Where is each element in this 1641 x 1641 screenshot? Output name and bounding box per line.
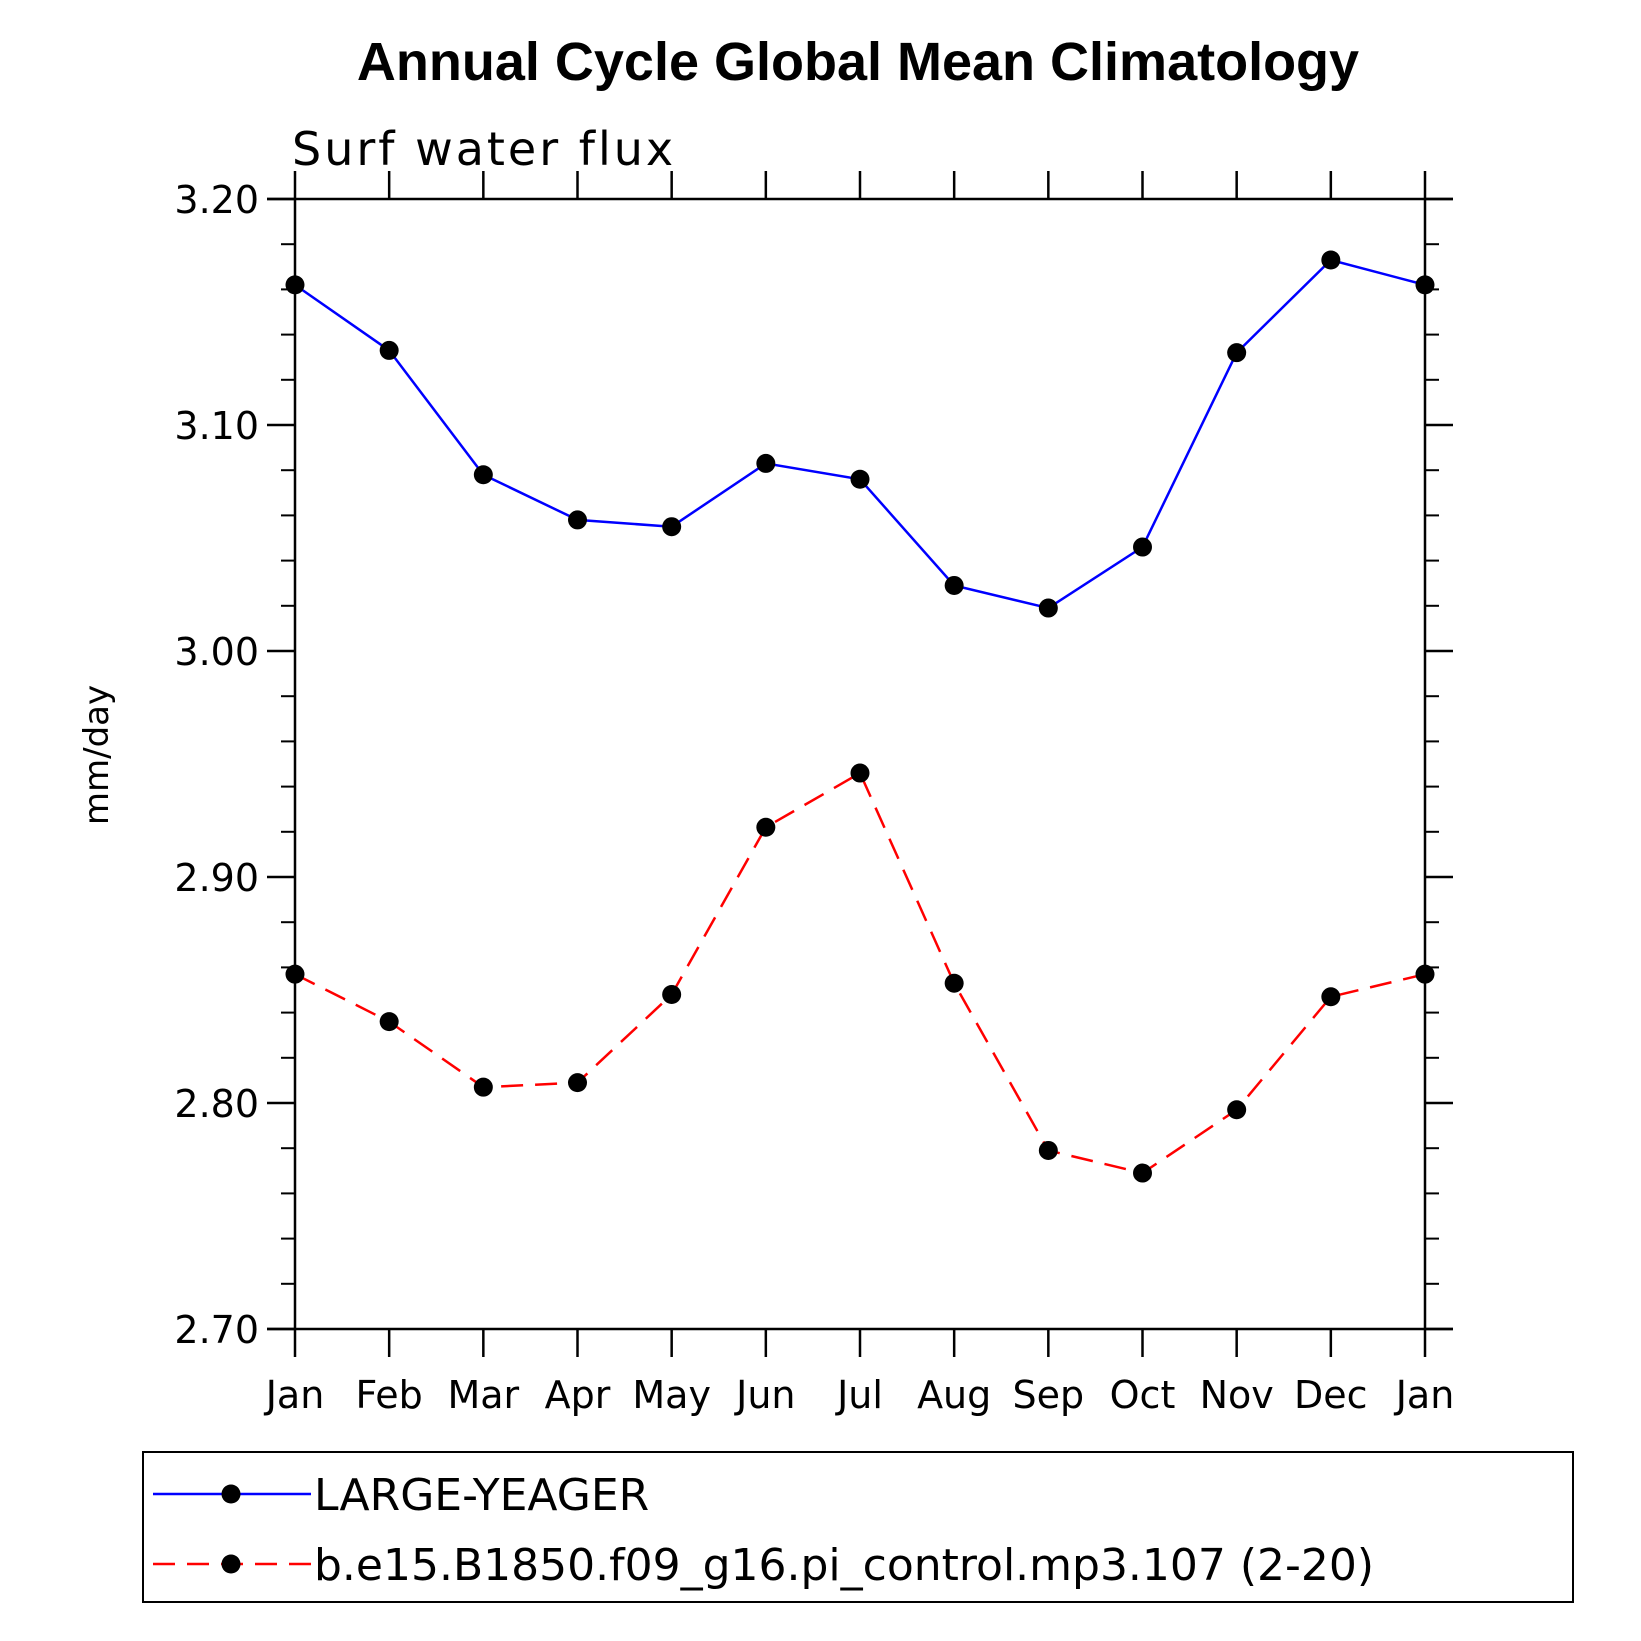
y-axis-label: mm/day xyxy=(77,685,117,825)
plot-area: Jan Feb Mar Apr May Jun Jul Aug Sep Oct Nov Dec Jan2… xyxy=(174,171,1454,1417)
data-point-series-1 xyxy=(1321,250,1341,270)
x-tick-label: Feb xyxy=(356,1373,423,1417)
data-point-series-1 xyxy=(1227,343,1247,363)
y-tick-label: 2.70 xyxy=(174,1308,259,1352)
data-point-series-2 xyxy=(568,1073,587,1093)
legend-box xyxy=(142,1451,1574,1603)
legend-marker-2 xyxy=(221,1554,241,1574)
chart-title: Annual Cycle Global Mean Climatology xyxy=(357,32,1359,92)
data-point-series-1 xyxy=(1038,598,1058,618)
y-tick-label: 3.10 xyxy=(174,404,259,448)
y-tick-label: 2.80 xyxy=(174,1082,259,1126)
data-point-series-1 xyxy=(473,465,493,485)
x-tick-label: Oct xyxy=(1110,1373,1176,1417)
data-point-series-2 xyxy=(1415,964,1435,984)
x-tick-label: May xyxy=(632,1373,711,1417)
data-point-series-2 xyxy=(285,964,305,984)
x-tick-label: Nov xyxy=(1200,1373,1274,1417)
data-point-series-2 xyxy=(473,1077,493,1097)
x-tick-label: Jan xyxy=(264,1373,325,1417)
data-point-series-2 xyxy=(756,817,776,837)
data-point-series-1 xyxy=(944,575,964,595)
series-line-1 xyxy=(294,258,1426,610)
data-point-series-2 xyxy=(1038,1140,1058,1160)
data-point-series-1 xyxy=(662,517,682,537)
data-point-series-1 xyxy=(850,469,870,489)
x-tick-label: Aug xyxy=(917,1373,991,1417)
x-tick-label: Sep xyxy=(1013,1373,1085,1417)
legend-marker-1 xyxy=(221,1484,241,1504)
data-point-series-2 xyxy=(662,985,682,1005)
data-point-series-2 xyxy=(1321,987,1341,1007)
legend-label-1: LARGE-YEAGER xyxy=(314,1470,649,1521)
data-point-series-1 xyxy=(379,340,399,360)
data-point-series-2 xyxy=(379,1012,399,1032)
x-tick-label: Apr xyxy=(545,1373,611,1417)
data-point-series-2 xyxy=(944,973,964,993)
series-line-2 xyxy=(294,771,1426,1175)
chart-subtitle: Surf water flux xyxy=(292,122,676,176)
x-tick-label: Jun xyxy=(734,1373,795,1417)
data-point-series-1 xyxy=(1415,275,1435,295)
y-tick-label: 3.00 xyxy=(174,630,259,674)
legend-label-2: b.e15.B1850.f09_g16.pi_control.mp3.107 (… xyxy=(314,1540,1374,1591)
data-point-series-1 xyxy=(1133,537,1152,557)
x-tick-label: Jan xyxy=(1394,1373,1455,1417)
y-tick-label: 3.20 xyxy=(174,178,259,222)
x-tick-label: Dec xyxy=(1294,1373,1368,1417)
y-tick-label: 2.90 xyxy=(174,856,259,900)
x-tick-label: Jul xyxy=(835,1373,883,1417)
legend: LARGE-YEAGER b.e15.B1850.f09_g16.pi_contr… xyxy=(142,1451,1574,1603)
data-point-series-1 xyxy=(568,510,587,530)
x-tick-label: Mar xyxy=(447,1373,519,1417)
data-point-series-2 xyxy=(1133,1163,1152,1183)
data-point-series-2 xyxy=(850,763,870,783)
data-point-series-1 xyxy=(756,453,776,473)
data-point-series-1 xyxy=(285,275,305,295)
data-point-series-2 xyxy=(1227,1100,1247,1120)
